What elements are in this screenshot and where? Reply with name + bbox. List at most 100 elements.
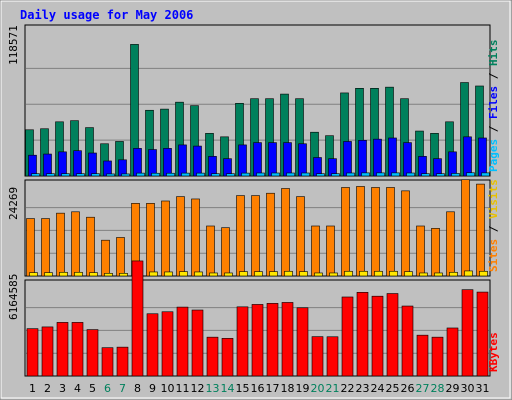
bar-visits-day-31 — [476, 183, 485, 277]
panel-sites-visits: 24269 Sites / Visits — [7, 179, 500, 277]
bar-sites-day-5 — [89, 272, 98, 277]
bar-sites-day-11 — [179, 271, 188, 277]
legend-item: Files — [487, 86, 500, 119]
bar-files-day-2 — [43, 153, 52, 177]
x-tick-label-day-13: 13 — [206, 382, 220, 395]
bar-visits-day-15 — [236, 195, 245, 277]
bar-pages-day-24 — [376, 172, 385, 177]
bar-kbytes-day-24 — [371, 295, 384, 377]
bar-visits-day-11 — [176, 196, 185, 277]
bar-pages-day-20 — [316, 173, 325, 177]
bar-files-day-10 — [163, 148, 172, 177]
bar-pages-day-27 — [421, 173, 430, 177]
x-tick-label-day-21: 21 — [326, 382, 340, 395]
bar-sites-day-27 — [419, 272, 428, 277]
x-tick-label-day-29: 29 — [446, 382, 460, 395]
x-tick-label-day-15: 15 — [236, 382, 250, 395]
bar-pages-day-8 — [136, 172, 145, 177]
bar-kbytes-day-14 — [221, 338, 234, 377]
bar-kbytes-day-31 — [476, 291, 489, 377]
bar-kbytes-day-29 — [446, 327, 459, 377]
bar-pages-day-6 — [106, 173, 115, 177]
bar-files-day-24 — [373, 138, 382, 177]
bar-visits-day-25 — [386, 187, 395, 277]
bar-kbytes-day-10 — [161, 311, 174, 377]
bar-pages-day-4 — [76, 173, 85, 177]
bar-files-day-7 — [118, 159, 127, 177]
bar-files-day-19 — [298, 143, 307, 177]
x-tick-label-day-24: 24 — [371, 382, 385, 395]
bar-files-day-29 — [448, 151, 457, 177]
bar-visits-day-4 — [71, 211, 80, 277]
x-tick-label-day-18: 18 — [281, 382, 295, 395]
bar-visits-day-20 — [311, 225, 320, 277]
bar-kbytes-day-1 — [26, 328, 39, 377]
bar-pages-day-25 — [391, 172, 400, 177]
bar-visits-day-26 — [401, 190, 410, 277]
panel-kbytes: 6164585 KBytes — [7, 260, 500, 377]
x-tick-label-day-28: 28 — [431, 382, 445, 395]
bar-sites-day-2 — [44, 272, 53, 277]
bar-visits-day-30 — [461, 179, 470, 277]
bar-files-day-30 — [463, 136, 472, 177]
legend-item: / — [487, 119, 500, 139]
x-tick-label-day-6: 6 — [104, 382, 111, 395]
bar-sites-day-26 — [404, 271, 413, 277]
bar-pages-day-22 — [346, 172, 355, 177]
x-tick-label-day-4: 4 — [74, 382, 81, 395]
bar-pages-day-29 — [451, 173, 460, 177]
x-tick-label-day-7: 7 — [119, 382, 126, 395]
bar-visits-day-10 — [161, 200, 170, 277]
bar-files-day-13 — [208, 156, 217, 177]
bar-sites-day-15 — [239, 271, 248, 277]
bar-files-day-18 — [283, 142, 292, 177]
bar-sites-day-1 — [29, 272, 38, 277]
x-tick-label-day-31: 31 — [476, 382, 490, 395]
bar-visits-day-23 — [356, 186, 365, 277]
x-tick-label-day-17: 17 — [266, 382, 280, 395]
bar-kbytes-day-13 — [206, 336, 219, 377]
bar-visits-day-29 — [446, 211, 455, 277]
bar-sites-day-21 — [329, 272, 338, 277]
x-tick-label-day-11: 11 — [176, 382, 190, 395]
bar-kbytes-day-8 — [131, 260, 144, 377]
bar-files-day-9 — [148, 149, 157, 177]
bar-files-day-5 — [88, 152, 97, 177]
bar-files-day-16 — [253, 142, 262, 177]
bar-visits-day-18 — [281, 188, 290, 277]
bar-pages-day-28 — [436, 173, 445, 177]
x-tick-label-day-8: 8 — [134, 382, 141, 395]
bar-sites-day-28 — [434, 272, 443, 277]
bar-pages-day-10 — [166, 172, 175, 177]
x-tick-label-day-3: 3 — [59, 382, 66, 395]
bar-pages-day-11 — [181, 172, 190, 177]
bar-files-day-15 — [238, 144, 247, 177]
bar-files-day-1 — [28, 154, 37, 177]
bar-kbytes-day-18 — [281, 302, 294, 377]
legend-item: Visits — [487, 179, 500, 219]
bar-kbytes-day-9 — [146, 313, 159, 377]
bar-sites-day-9 — [149, 271, 158, 277]
x-tick-label-day-30: 30 — [461, 382, 475, 395]
series-legend-sites-visits: Sites / Visits — [487, 179, 500, 272]
legend-item: / — [487, 219, 500, 239]
bar-pages-day-21 — [331, 173, 340, 177]
bar-sites-day-20 — [314, 272, 323, 277]
bar-files-day-20 — [313, 157, 322, 177]
bar-sites-day-29 — [449, 271, 458, 277]
bar-kbytes-day-11 — [176, 306, 189, 377]
y-max-label-hits-files-pages: 118571 — [7, 25, 20, 65]
bar-sites-day-13 — [209, 272, 218, 277]
bar-visits-day-2 — [41, 218, 50, 277]
bar-files-day-22 — [343, 141, 352, 177]
bar-visits-day-21 — [326, 225, 335, 277]
bar-kbytes-day-20 — [311, 336, 324, 377]
bar-kbytes-day-12 — [191, 309, 204, 377]
bar-kbytes-day-19 — [296, 307, 309, 377]
bar-pages-day-23 — [361, 172, 370, 177]
bar-pages-day-31 — [481, 172, 490, 177]
bar-pages-day-16 — [256, 172, 265, 177]
x-tick-label-day-20: 20 — [311, 382, 325, 395]
bar-files-day-3 — [58, 151, 67, 177]
x-tick-label-day-2: 2 — [44, 382, 51, 395]
